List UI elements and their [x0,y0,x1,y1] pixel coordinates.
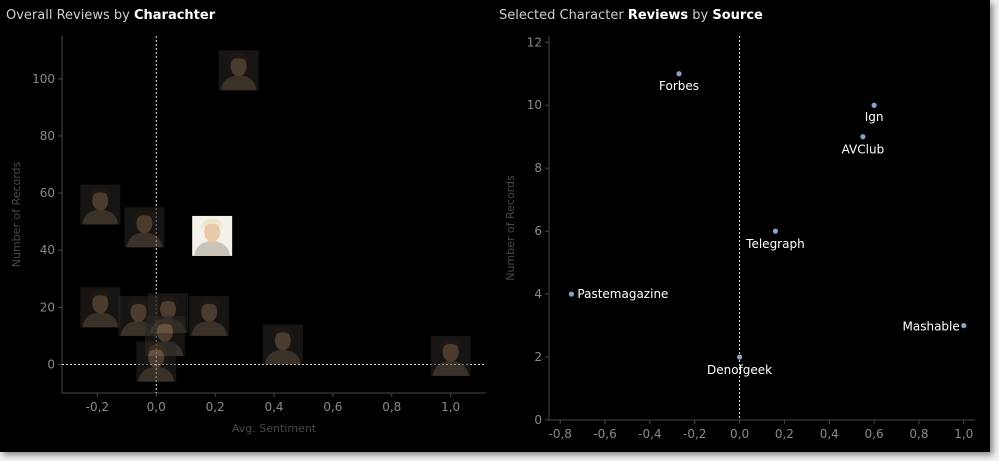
character-scatter-chart: -0,2 0,0 0,2 0,4 0,6 0,8 1,0 0 20 40 60 80 100 Number… [10,36,486,435]
portrait-face [130,301,147,322]
portrait-hair [199,298,220,310]
source-point [568,291,575,297]
portrait-hair [146,344,167,356]
x-tick-label: -0,2 [86,400,109,414]
chart1-title: Overall Reviews by Charachter [6,8,216,23]
source-label: Mashable [903,320,960,334]
x-tick-label: 0,4 [820,427,839,441]
y-tick-label: 0 [534,413,542,427]
portrait-face [160,299,176,320]
portrait-face [274,330,291,351]
y-tick-label: 20 [40,300,55,314]
y-tick-label: 12 [527,35,542,49]
portrait-shoulders [220,75,257,91]
y-tick-label: 0 [47,357,55,371]
x-tick-label: 0,0 [147,400,166,414]
portrait-shoulders [194,240,231,256]
portrait-hair [440,338,461,350]
character-portrait-marker [80,184,121,225]
source-label: Pastemagazine [577,287,668,301]
chart2-title: Selected Character Reviews by Source [499,8,763,23]
y-tick-label: 80 [40,129,55,143]
x-tick-label: 0,6 [323,400,342,414]
x-tick-label: 0,6 [865,427,884,441]
x-tick-label: -0,6 [593,427,616,441]
character-portrait-marker [124,207,165,248]
character-portrait-marker [189,295,230,336]
x-tick-label: 0,8 [909,427,928,441]
portrait-face [92,293,109,314]
y-tick-label: 2 [534,350,542,364]
portrait-hair [90,187,111,199]
x-tick-label: 1,0 [954,427,973,441]
source-label: AVClub [842,143,885,157]
portrait-face [157,321,174,342]
source-scatter-chart: -0,8 -0,6 -0,4 -0,2 0,0 0,2 0,4 0,6 0,8 1,0 0 2 4 6 8 1… [504,35,975,441]
portrait-shoulders [191,320,228,336]
y-tick-label: 8 [534,161,542,175]
portrait-face [148,347,165,368]
portrait-face [204,221,221,242]
dashboard: Overall Reviews by Charachter Selected C… [0,0,990,452]
character-portrait-marker [192,215,233,256]
portrait-face [136,213,153,234]
y-axis-title: Number of Records [10,161,23,267]
source-label: Ign [865,110,884,124]
portrait-shoulders [82,312,119,328]
portrait-hair [272,327,293,339]
character-portrait-marker [430,335,471,376]
portrait-hair [128,298,149,310]
portrait-hair [134,210,155,222]
source-label: Denofgeek [707,363,772,377]
portrait-hair [157,295,179,308]
portrait-shoulders [82,209,119,225]
character-portrait-marker [136,341,177,382]
x-tick-label: 1,0 [441,400,460,414]
source-point [871,102,877,108]
source-label: Telegraph [745,237,805,251]
character-portrait-marker [218,50,259,91]
x-tick-label: -0,2 [683,427,706,441]
portrait-face [230,56,247,77]
x-tick-label: -0,4 [638,427,661,441]
y-tick-label: 40 [40,243,55,257]
y-tick-label: 10 [527,98,542,112]
portrait-face [442,341,459,362]
portrait-hair [202,218,223,230]
y-axis-title: Number of Records [504,175,517,281]
portrait-hair [154,318,176,330]
portrait-face [92,190,109,211]
x-tick-label: 0,2 [775,427,794,441]
source-point [676,71,682,77]
portrait-shoulders [432,360,469,376]
x-tick-label: 0,8 [382,400,401,414]
portrait-shoulders [264,349,301,365]
x-axis-title: Avg. Sentiment [232,422,317,435]
character-portrait-marker [262,324,303,365]
source-point [961,322,967,329]
y-tick-label: 60 [40,186,55,200]
portrait-face [201,301,218,322]
y-tick-label: 4 [534,287,542,301]
source-point [860,134,866,140]
character-portrait-marker [80,287,121,328]
portrait-hair [90,290,111,302]
source-point [736,354,743,360]
portrait-shoulders [126,232,163,248]
source-label: Forbes [659,79,699,93]
y-tick-label: 6 [534,224,542,238]
x-tick-label: 0,2 [206,400,225,414]
x-tick-label: 0,4 [264,400,283,414]
portrait-shoulders [138,366,175,382]
y-tick-label: 100 [32,72,55,86]
source-point [772,228,779,234]
portrait-hair [228,53,249,65]
x-tick-label: 0,0 [730,427,749,441]
x-tick-label: -0,8 [548,427,571,441]
